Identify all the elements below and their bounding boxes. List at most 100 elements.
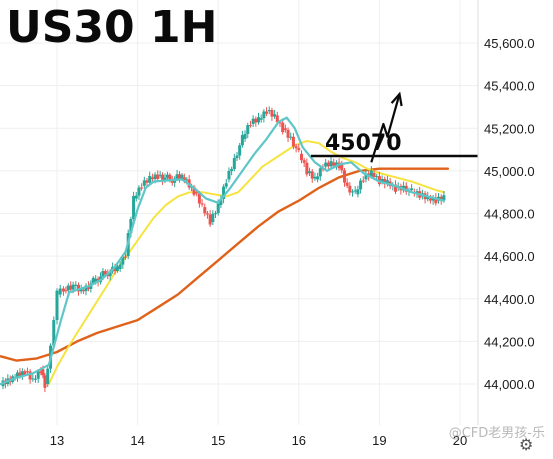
slow-ma-line <box>0 167 450 362</box>
candle-body <box>394 184 398 192</box>
candle-body <box>180 174 184 179</box>
candle-body <box>257 117 260 123</box>
watermark: @CFD老男孩-乐 <box>448 426 545 441</box>
candle-body <box>43 375 47 388</box>
gear-icon[interactable]: ⚙ <box>519 435 534 454</box>
y-tick-label: 45,600.0 <box>484 36 535 51</box>
y-tick-label: 44,400.0 <box>484 292 535 307</box>
candle-body <box>205 213 209 215</box>
candle-body <box>316 176 320 180</box>
candle-body <box>361 180 365 182</box>
candle-body <box>410 188 414 191</box>
candle-body <box>348 185 352 193</box>
candle-body <box>84 285 88 292</box>
candle-body <box>52 320 56 346</box>
candle-body <box>192 186 196 195</box>
candle-body <box>185 179 189 181</box>
candle-body <box>195 192 199 194</box>
candle-body <box>163 177 167 181</box>
candle-body <box>281 122 285 133</box>
candle-body <box>46 368 50 384</box>
candle-body <box>369 170 373 177</box>
candle-body <box>377 176 381 185</box>
candle-body <box>297 148 301 150</box>
candle-body <box>404 185 408 192</box>
candle-body <box>168 174 172 181</box>
y-tick-label: 44,200.0 <box>484 334 535 349</box>
candle-body <box>434 197 438 204</box>
y-tick-label: 45,400.0 <box>484 79 535 94</box>
x-tick-label: 13 <box>50 433 64 448</box>
candle-body <box>71 284 75 290</box>
candle-body <box>20 371 24 377</box>
breakout-arrow-head <box>390 91 403 107</box>
candle-body <box>332 162 336 166</box>
candle-body <box>108 271 112 277</box>
candle-body <box>153 174 157 180</box>
candle-body <box>299 153 303 161</box>
candle-body <box>25 371 29 373</box>
candle-body <box>219 199 223 205</box>
candle-body <box>41 369 45 376</box>
candle-body <box>211 213 215 223</box>
candle-body <box>216 203 220 214</box>
candle-body <box>246 125 250 134</box>
breakout-level-label: 45070 <box>325 131 402 156</box>
candle-body <box>248 125 252 127</box>
candle-body <box>101 271 105 277</box>
grid-layer <box>0 0 478 425</box>
candle-body <box>372 173 376 178</box>
candle-body <box>61 288 65 292</box>
x-tick-label: 20 <box>453 433 467 448</box>
x-tick-label: 16 <box>292 433 306 448</box>
candle-body <box>182 177 186 181</box>
candle-body <box>359 180 363 190</box>
candle-body <box>426 196 430 200</box>
x-tick-label: 14 <box>130 433 144 448</box>
candle-body <box>103 271 107 275</box>
candle-body <box>23 371 27 376</box>
candle-body <box>58 288 62 295</box>
candle-body <box>31 378 35 380</box>
candle-body <box>118 264 122 269</box>
candle-body <box>158 174 162 176</box>
candle-body <box>428 198 432 201</box>
candle-body <box>383 178 387 185</box>
candle-body <box>275 115 279 123</box>
y-tick-label: 44,600.0 <box>484 249 535 264</box>
candle-body <box>324 162 328 167</box>
candle-body <box>115 266 119 272</box>
candle-body <box>240 135 244 146</box>
y-tick-label: 45,000.0 <box>484 164 535 179</box>
candle-body <box>291 136 295 147</box>
candle-body <box>69 285 73 290</box>
candle-body <box>150 177 154 180</box>
candle-body <box>121 256 125 265</box>
candle-body <box>227 171 231 180</box>
candle-body <box>134 195 138 199</box>
candle-body <box>113 266 117 272</box>
candle-body <box>76 284 80 292</box>
fast-ma-line <box>0 116 445 386</box>
candle-body <box>148 175 152 183</box>
candle-body <box>64 290 68 292</box>
candle-body <box>289 136 293 138</box>
mid-ma-line <box>47 140 445 385</box>
candle-body <box>214 213 218 215</box>
candle-body <box>235 155 239 159</box>
candle-body <box>232 158 236 170</box>
candle-body <box>334 162 338 166</box>
candle-body <box>385 180 389 185</box>
candle-body <box>431 197 435 201</box>
candle-body <box>251 118 255 124</box>
candle-body <box>286 129 290 138</box>
candle-body <box>265 111 269 114</box>
candle-body <box>267 110 271 112</box>
candle-body <box>132 196 136 220</box>
candle-body <box>39 371 43 373</box>
candle-body <box>79 288 83 292</box>
candle-body <box>278 122 282 124</box>
candle-body <box>273 114 277 117</box>
